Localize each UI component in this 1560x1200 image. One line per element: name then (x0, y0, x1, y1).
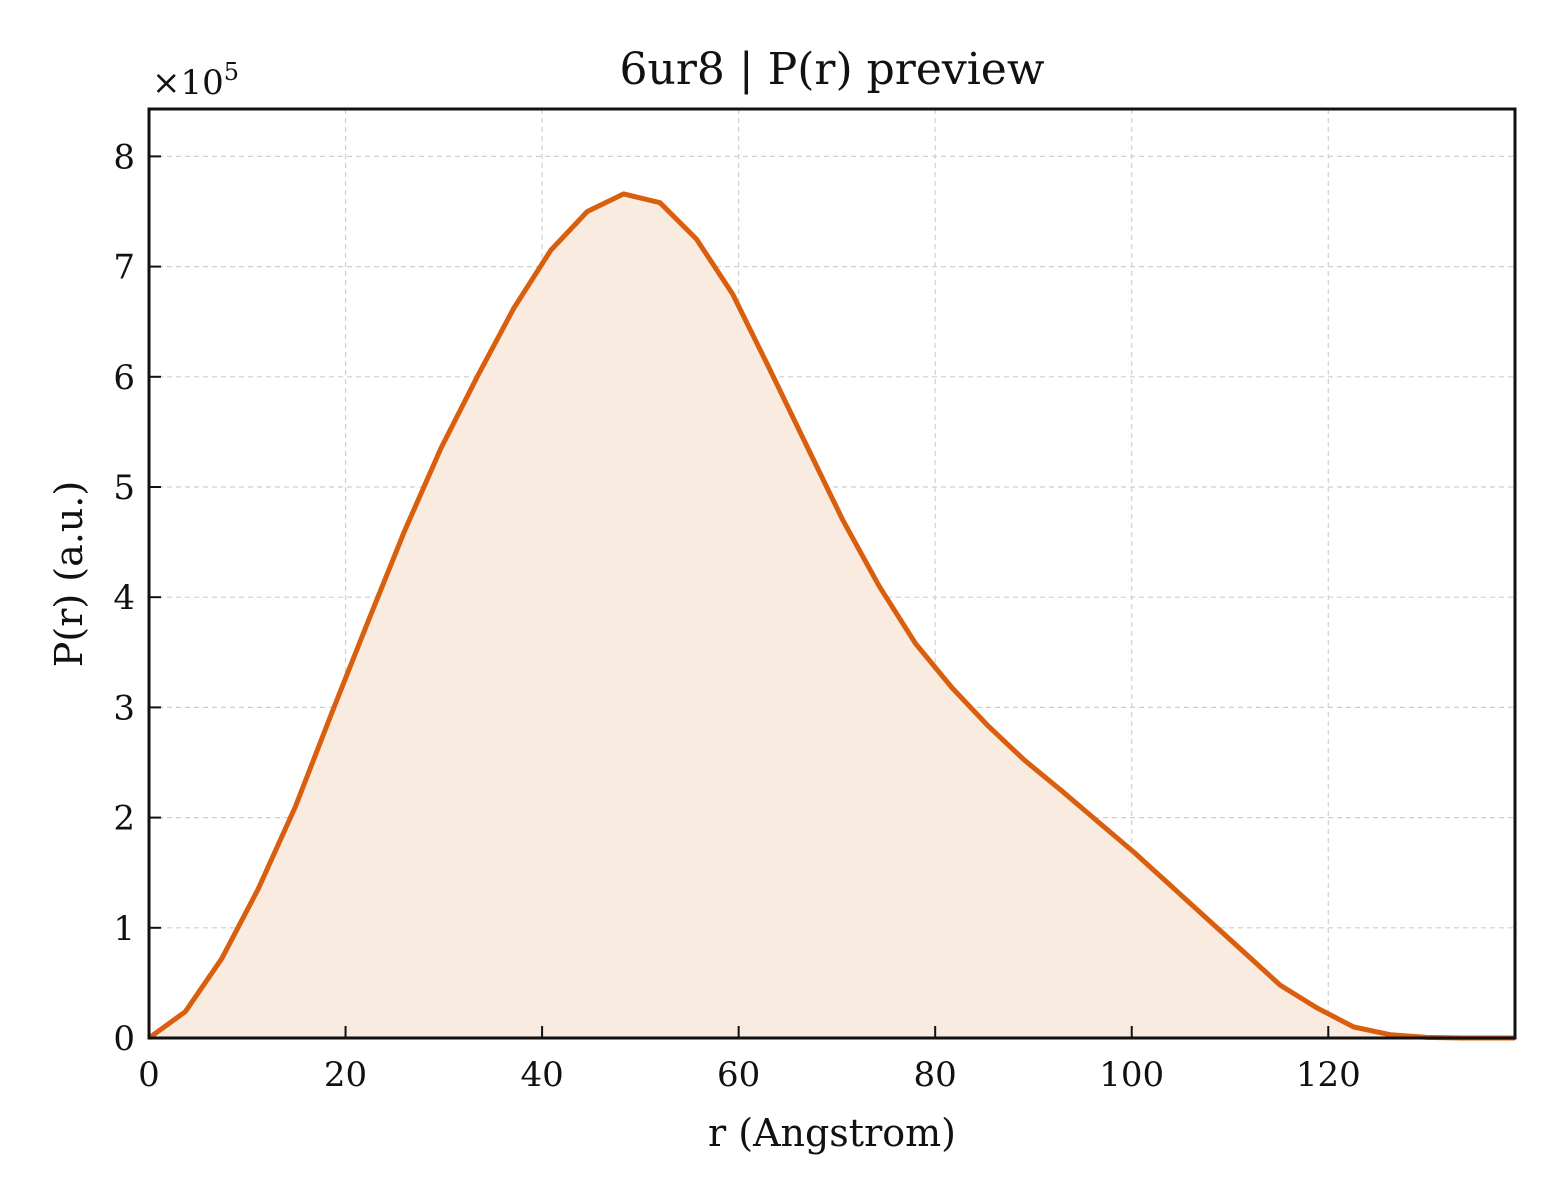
x-tick-label: 100 (1099, 1055, 1164, 1095)
y-tick-label: 1 (113, 909, 135, 949)
plot-frame (147, 107, 1517, 1040)
y-tick-label: 6 (113, 358, 135, 398)
x-tick-label: 0 (138, 1055, 160, 1095)
y-axis-multiplier-exponent: 5 (224, 58, 239, 86)
x-tick-label: 20 (324, 1055, 367, 1095)
x-tick-label: 80 (914, 1055, 957, 1095)
y-axis-multiplier-base: ×10 (152, 63, 224, 103)
x-tick-label: 60 (717, 1055, 760, 1095)
x-axis-label: r (Angstrom) (708, 1111, 956, 1155)
y-tick-label: 7 (113, 248, 135, 288)
x-tick-label: 120 (1296, 1055, 1361, 1095)
y-tick-label: 2 (113, 799, 135, 839)
x-tick-label: 40 (520, 1055, 563, 1095)
y-tick-label: 4 (113, 578, 135, 618)
chart-title: 6ur8 | P(r) preview (620, 44, 1045, 95)
y-axis-multiplier: ×105 (152, 58, 239, 103)
series-fill-area (149, 193, 1515, 1038)
y-tick-label: 5 (113, 468, 135, 508)
y-tick-label: 0 (113, 1019, 135, 1059)
y-axis-label: P(r) (a.u.) (47, 481, 91, 667)
series-line (147, 191, 1515, 1041)
y-tick-label: 8 (113, 137, 135, 177)
tick-layer: 0 20 40 60 80 100 120 0 1 2 3 4 5 6 7 8 (113, 137, 1360, 1095)
y-tick-label: 3 (113, 688, 135, 728)
